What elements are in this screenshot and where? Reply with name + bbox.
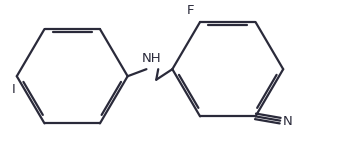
Text: N: N — [283, 115, 293, 128]
Text: I: I — [11, 83, 15, 96]
Text: F: F — [187, 4, 195, 17]
Text: NH: NH — [142, 52, 162, 65]
